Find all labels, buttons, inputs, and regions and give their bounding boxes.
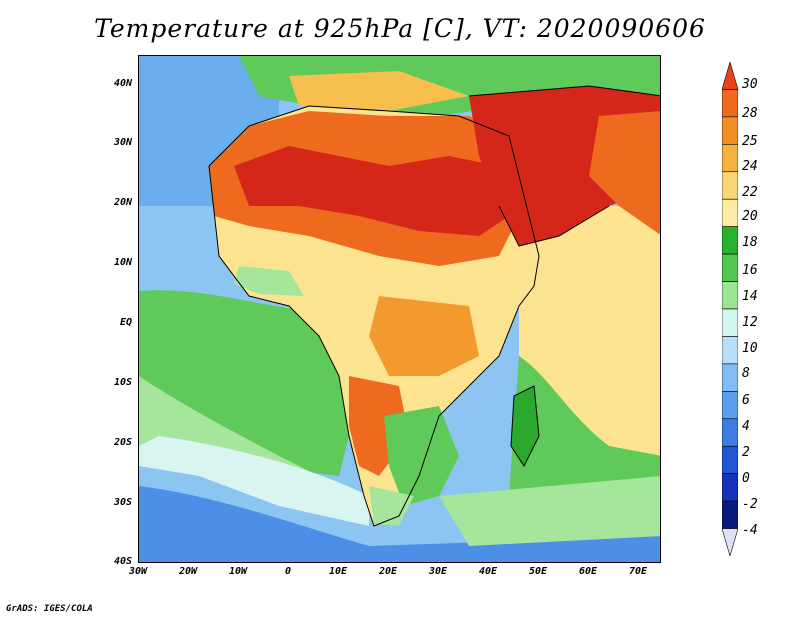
lon-label-50e: 50E (528, 566, 548, 577)
colorbar-swatch (722, 336, 738, 365)
colorbar-swatch (722, 363, 738, 392)
colorbar-label: 22 (742, 185, 758, 200)
sahara-hot (234, 146, 509, 236)
lon-label-10e: 10E (328, 566, 348, 577)
cape-green-light (369, 486, 414, 526)
lon-label-20e: 20E (378, 566, 398, 577)
colorbar-swatch (722, 116, 738, 145)
colorbar-swatch (722, 89, 738, 118)
madagascar-coastline (510, 385, 540, 468)
colorbar-label: 30 (742, 77, 758, 92)
central-africa-orange (369, 296, 479, 376)
colorbar-label: 18 (742, 235, 758, 250)
colorbar-label: 0 (742, 471, 750, 486)
lon-label-20w: 20W (178, 566, 198, 577)
colorbar-label: 2 (742, 445, 750, 460)
south-atlantic-ice (139, 436, 369, 526)
colorbar-label: 12 (742, 315, 758, 330)
lon-label-30w: 30W (128, 566, 148, 577)
colorbar-swatch (722, 391, 738, 420)
colorbar-label: 25 (742, 134, 758, 149)
southern-ocean-blue (139, 486, 660, 562)
temperature-map (138, 55, 661, 563)
europe-warm (289, 71, 469, 111)
lat-label-10s: 10S (113, 377, 132, 388)
map-title: Temperature at 925hPa [C], VT: 202009060… (94, 14, 706, 43)
arabia-coastline (468, 85, 660, 247)
credit-text: GrADS: IGES/COLA (6, 604, 93, 614)
madagascar-green (511, 386, 539, 466)
indian-ocean-light (439, 476, 660, 546)
colorbar-label: 6 (742, 393, 750, 408)
colorbar-label: -2 (742, 497, 758, 512)
lat-label-10n: 10N (113, 257, 132, 268)
colorbar-label: 14 (742, 289, 758, 304)
lat-label-30s: 30S (113, 497, 132, 508)
colorbar-swatch (722, 308, 738, 337)
colorbar-swatch (722, 445, 738, 474)
colorbar-swatch (722, 253, 738, 282)
colorbar-swatch (722, 418, 738, 447)
colorbar-swatch (722, 171, 738, 200)
southern-africa-green (384, 406, 459, 506)
lon-label-70e: 70E (628, 566, 648, 577)
colorbar-swatch (722, 144, 738, 173)
colorbar-label: -4 (742, 523, 758, 538)
colorbar-label: 20 (742, 209, 758, 224)
lon-label-0: 0 (284, 566, 292, 577)
colorbar-swatch (722, 473, 738, 502)
lat-label-40n: 40N (113, 78, 132, 89)
map-canvas (139, 56, 660, 562)
colorbar-label: 24 (742, 159, 758, 174)
colorbar (722, 62, 738, 556)
south-asia-orange (589, 111, 660, 235)
lat-label-20s: 20S (113, 437, 132, 448)
lon-label-30e: 30E (428, 566, 448, 577)
colorbar-bottom-arrow (722, 528, 738, 556)
lat-label-eq: EQ (119, 317, 132, 328)
africa-coastline (208, 105, 540, 527)
colorbar-top-arrow (722, 62, 738, 90)
colorbar-label: 16 (742, 263, 758, 278)
lon-label-10w: 10W (228, 566, 248, 577)
lat-label-40s: 40S (113, 556, 132, 567)
lat-label-20n: 20N (113, 197, 132, 208)
lat-label-30n: 30N (113, 137, 132, 148)
lon-label-40e: 40E (478, 566, 498, 577)
colorbar-label: 28 (742, 106, 758, 121)
colorbar-label: 4 (742, 419, 750, 434)
colorbar-swatch (722, 198, 738, 227)
colorbar-swatch (722, 500, 738, 529)
lon-label-60e: 60E (578, 566, 598, 577)
west-africa-green (234, 266, 304, 296)
colorbar-swatch (722, 281, 738, 310)
colorbar-swatch (722, 226, 738, 255)
colorbar-label: 10 (742, 341, 758, 356)
colorbar-label: 8 (742, 366, 750, 381)
